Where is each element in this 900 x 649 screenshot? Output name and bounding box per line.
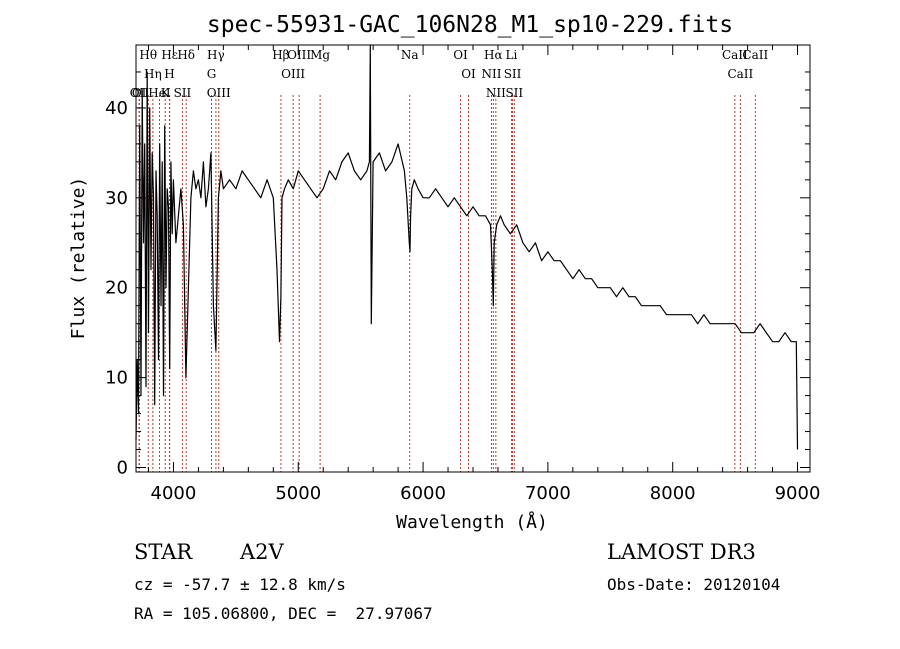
line-label: Li bbox=[506, 48, 518, 62]
line-label: Na bbox=[401, 48, 419, 62]
line-label: Hβ bbox=[272, 48, 289, 62]
line-label: OIII bbox=[287, 48, 311, 62]
line-label: HeI bbox=[148, 86, 171, 100]
line-label: Hη bbox=[144, 67, 162, 81]
y-tick-label: 20 bbox=[105, 278, 128, 299]
line-label: OII bbox=[130, 86, 150, 100]
y-tick-label: 40 bbox=[105, 98, 128, 119]
coordinates: RA = 105.06800, DEC = 27.97067 bbox=[134, 604, 433, 623]
line-marker-layer bbox=[138, 95, 756, 472]
chart-title: spec-55931-GAC_106N28_M1_sp10-229.fits bbox=[207, 12, 733, 38]
line-label: Mg bbox=[310, 48, 330, 62]
line-label: CaII bbox=[742, 48, 768, 62]
line-label: SII bbox=[174, 86, 192, 100]
line-label: Hδ bbox=[177, 48, 195, 62]
x-tick-label: 5000 bbox=[275, 483, 321, 504]
line-label: OIII bbox=[207, 86, 231, 100]
line-label: CaII bbox=[727, 67, 753, 81]
line-label: NII bbox=[486, 86, 506, 100]
survey-name: LAMOST DR3 bbox=[607, 540, 756, 564]
line-label: NII bbox=[481, 67, 501, 81]
line-label: K bbox=[161, 86, 171, 100]
series-layer bbox=[135, 44, 799, 450]
obs-date: Obs-Date: 20120104 bbox=[607, 575, 781, 594]
y-axis: 0 10 20 30 40 bbox=[105, 71, 810, 479]
y-tick-label: 30 bbox=[105, 188, 128, 209]
line-label: G bbox=[207, 67, 217, 81]
line-label: OIII bbox=[281, 67, 305, 81]
spectrum-line bbox=[135, 44, 799, 450]
plot-frame bbox=[135, 44, 811, 473]
line-label: Hθ bbox=[139, 48, 157, 62]
object-subclass: A2V bbox=[240, 540, 284, 564]
line-label: Hα bbox=[484, 48, 503, 62]
line-label: OI bbox=[132, 86, 147, 100]
line-label: SII bbox=[505, 86, 523, 100]
x-tick-label: 7000 bbox=[525, 483, 571, 504]
x-axis: 4000 5000 6000 7000 8000 9000 bbox=[147, 45, 821, 504]
x-axis-label: Wavelength (Å) bbox=[396, 511, 548, 533]
y-tick-label: 0 bbox=[117, 458, 128, 479]
x-tick-label: 4000 bbox=[151, 483, 197, 504]
object-class: STAR bbox=[134, 540, 193, 564]
line-label: H bbox=[164, 67, 174, 81]
line-label: OI bbox=[461, 67, 476, 81]
redshift-value: cz = -57.7 ± 12.8 km/s bbox=[134, 575, 346, 594]
line-label: OI bbox=[453, 48, 468, 62]
y-tick-label: 10 bbox=[105, 368, 128, 389]
line-label: Hε bbox=[161, 48, 178, 62]
y-axis-label: Flux (relative) bbox=[68, 177, 89, 340]
x-tick-label: 9000 bbox=[775, 483, 821, 504]
line-label: SII bbox=[504, 67, 522, 81]
x-tick-label: 6000 bbox=[400, 483, 446, 504]
x-tick-label: 8000 bbox=[650, 483, 696, 504]
line-label: CaII bbox=[722, 48, 748, 62]
line-label: Hγ bbox=[207, 48, 225, 62]
